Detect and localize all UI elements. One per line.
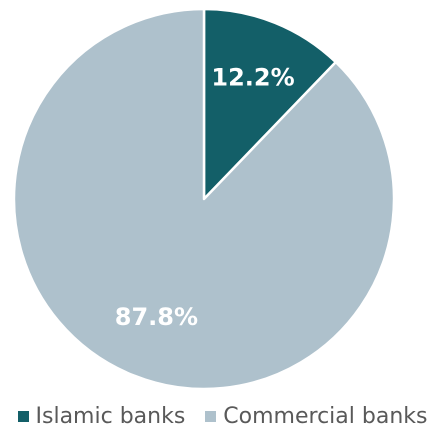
pie-slice-islamic-banks: [202, 7, 338, 201]
pie-labels: 12.2% 87.8%: [115, 63, 295, 331]
chart-legend: Islamic banks Commercial banks: [0, 399, 445, 433]
pie-slices: [12, 7, 396, 391]
legend-label-islamic-banks: Islamic banks: [35, 403, 186, 429]
pie-slice-commercial-banks: [12, 7, 396, 391]
slice-label-islamic-banks: 12.2%: [211, 63, 294, 91]
legend-item-islamic-banks: Islamic banks: [17, 403, 186, 429]
legend-swatch-commercial-banks: [205, 410, 217, 422]
legend-item-commercial-banks: Commercial banks: [205, 404, 427, 429]
legend-label-commercial-banks: Commercial banks: [223, 403, 428, 429]
slice-label-commercial-banks: 87.8%: [115, 303, 198, 331]
legend-swatch-islamic-banks: [17, 410, 29, 422]
